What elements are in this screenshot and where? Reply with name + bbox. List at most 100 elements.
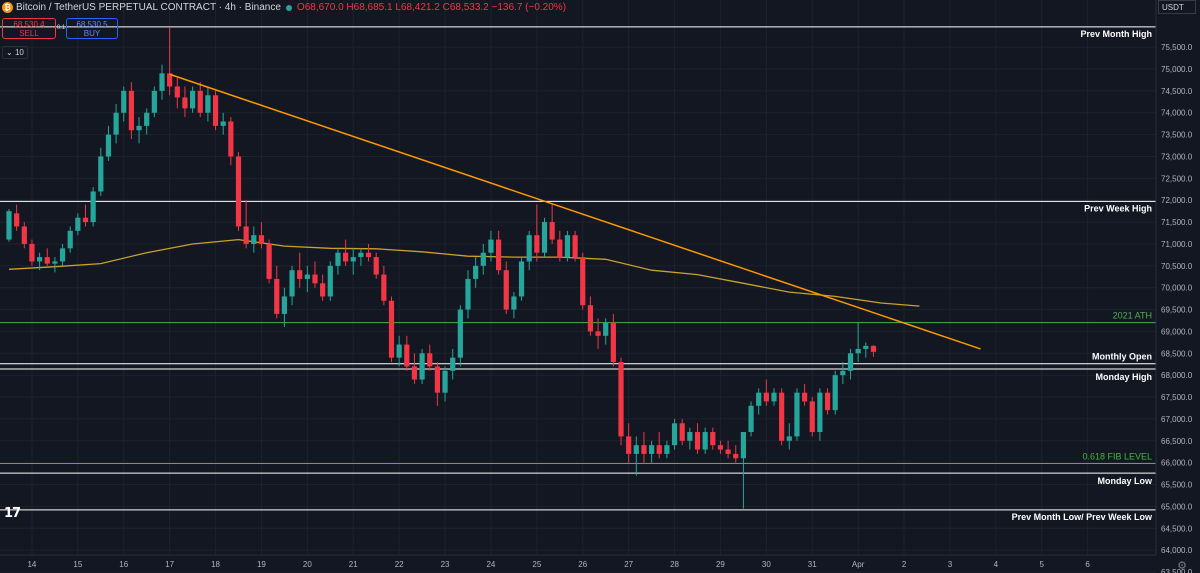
candle-body-down (824, 392, 831, 411)
candle-body-up (67, 230, 73, 249)
price-tick-label: 66,500.0 (1161, 437, 1193, 446)
candle-body-down (656, 445, 662, 454)
candle-body-up (358, 252, 364, 258)
price-tick-label: 68,000.0 (1161, 371, 1193, 380)
price-tick-label: 71,500.0 (1161, 218, 1193, 227)
ohlc-values: O68,670.0 H68,685.1 L68,421.2 C68,533.2 … (296, 2, 567, 13)
candle-body-down (82, 217, 89, 223)
candle-body-up (518, 261, 525, 297)
price-tick-label: 73,000.0 (1161, 152, 1193, 161)
price-tick-label: 69,500.0 (1161, 306, 1193, 315)
candle-body-down (381, 274, 387, 301)
time-tick-label: 25 (532, 560, 541, 569)
candle-body-up (771, 392, 777, 402)
candle-body-up (603, 322, 609, 336)
indicator-toggle[interactable]: ⌄ 10 (2, 46, 28, 59)
horizontal-levels (0, 26, 1156, 511)
candle-body-up (136, 125, 142, 131)
candle-body-up (832, 375, 838, 411)
candle-body-up (526, 235, 532, 262)
candle-body-down (373, 257, 379, 275)
candle-body-down (595, 331, 601, 336)
candle-body-down (343, 252, 349, 262)
candle-body-down (610, 322, 616, 363)
candle-body-down (365, 252, 372, 258)
symbol-title[interactable]: Bitcoin / TetherUS PERPETUAL CONTRACT · … (16, 2, 281, 13)
time-tick-label: 6 (1085, 560, 1090, 569)
candle-body-down (779, 392, 785, 441)
price-tick-label: 71,000.0 (1161, 240, 1193, 249)
candle-body-up (442, 370, 448, 393)
candle-body-up (457, 309, 463, 358)
currency-selector[interactable]: USDT (1158, 0, 1196, 14)
candle-body-up (105, 134, 112, 157)
candle-body-down (626, 436, 632, 454)
candle-body-up (702, 432, 708, 450)
candle-body-up (37, 257, 43, 262)
level-name-label: Monday Low (1098, 476, 1153, 486)
candle-body-down (557, 239, 563, 258)
price-tick-label: 70,500.0 (1161, 262, 1193, 271)
price-tick-label: 63,500.0 (1161, 568, 1193, 573)
price-tick-label: 67,500.0 (1161, 393, 1193, 402)
candle-body-down (694, 432, 701, 450)
candle-body-up (113, 112, 119, 135)
candle-body-down (235, 156, 242, 227)
candle-body-down (549, 222, 555, 240)
candle-body-down (29, 243, 35, 262)
time-tick-label: 26 (578, 560, 587, 569)
time-tick-label: 30 (762, 560, 771, 569)
time-tick-label: 22 (395, 560, 404, 569)
candle-body-down (710, 432, 716, 446)
candle-body-up (281, 296, 287, 314)
time-tick-label: 14 (27, 560, 36, 569)
candle-body-up (840, 370, 846, 376)
candle-body-down (496, 239, 502, 271)
candle-body-down (174, 86, 180, 98)
candle-body-down (228, 121, 234, 157)
candle-body-up (75, 217, 81, 231)
candle-body-up (633, 445, 639, 454)
level-name-label: 0.618 FIB LEVEL (1082, 451, 1152, 461)
time-tick-label: 5 (1040, 560, 1045, 569)
candle-body-up (541, 222, 548, 253)
settings-icon[interactable]: ⚙ (1177, 560, 1187, 572)
candle-body-up (304, 274, 310, 279)
candle-body-down (258, 235, 265, 244)
time-tick-label: 18 (211, 560, 220, 569)
candle-body-down (212, 95, 219, 126)
candle-body-down (534, 235, 540, 253)
candle-body-up (289, 270, 295, 297)
candle-body-down (167, 73, 173, 87)
candle-body-up (190, 90, 196, 109)
time-tick-label: 17 (165, 560, 174, 569)
sell-button[interactable]: 68,530.4 SELL (2, 18, 56, 39)
time-tick-label: 29 (716, 560, 725, 569)
candle-body-down (618, 362, 624, 437)
time-tick-label: 21 (349, 560, 358, 569)
candle-body-down (297, 270, 303, 279)
candle-body-down (182, 97, 188, 109)
level-name-label: 2021 ATH (1113, 311, 1152, 321)
bitcoin-icon: ₿ (2, 2, 13, 13)
time-tick-label: 3 (948, 560, 953, 569)
descending-trendline (169, 73, 981, 350)
candle-body-up (671, 423, 678, 446)
sell-price: 68,530.4 (13, 20, 45, 29)
buy-button[interactable]: 68,530.5 BUY (66, 18, 118, 39)
candle-body-up (396, 344, 402, 358)
candle-body-down (411, 366, 418, 380)
tradingview-logo-icon: 17 (4, 506, 21, 521)
price-tick-label: 70,000.0 (1161, 284, 1193, 293)
candle-body-up (205, 95, 211, 113)
spread-value: 0.1 (56, 25, 66, 31)
candle-body-up (794, 392, 800, 437)
level-name-label: Prev Month Low/ Prev Week Low (1012, 512, 1153, 522)
indicator-count: 10 (14, 48, 24, 57)
candle-body-down (388, 300, 395, 358)
price-tick-label: 72,500.0 (1161, 174, 1193, 183)
candle-body-down (320, 283, 326, 297)
candle-body-up (756, 392, 762, 406)
moving-average (8, 238, 920, 307)
